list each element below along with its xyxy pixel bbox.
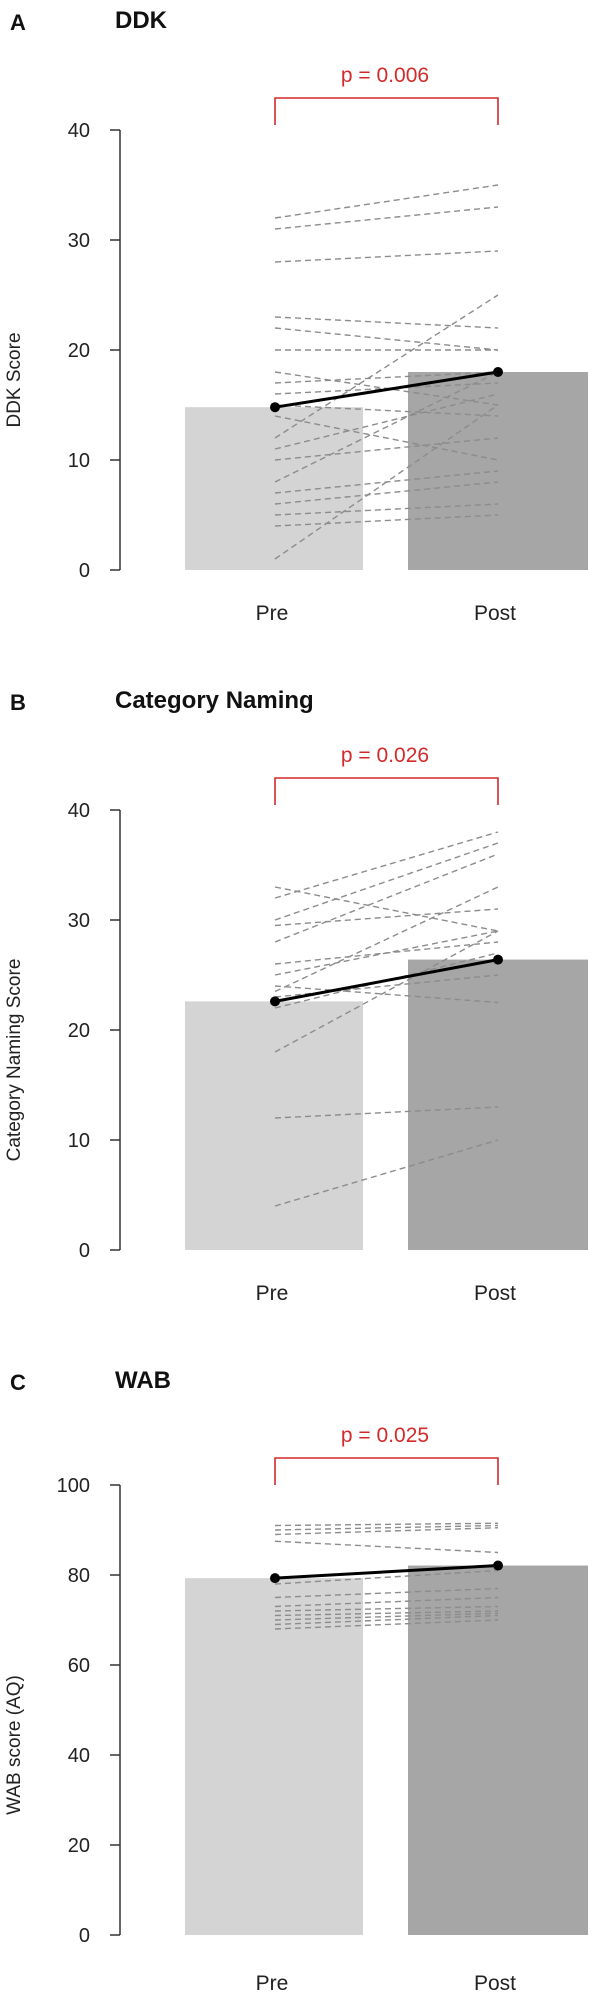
- mean-point-post: [493, 1560, 503, 1571]
- x-tick-label-post: Post: [474, 1972, 516, 1995]
- y-tick-label: 40: [68, 120, 90, 142]
- individual-line: [274, 503, 499, 516]
- individual-line: [274, 1614, 499, 1626]
- plot-area: 0 10 20 30 40: [68, 97, 588, 582]
- y-axis-label: Category Naming Score: [4, 959, 25, 1162]
- individual-line: [274, 1569, 499, 1585]
- significance-label: p = 0.006: [341, 64, 429, 87]
- panel-letter: A: [10, 10, 26, 35]
- individual-line: [274, 514, 499, 527]
- y-tick-label: 40: [68, 800, 90, 822]
- individual-line: [274, 1605, 499, 1612]
- individual-line: [274, 853, 499, 943]
- individual-line: [274, 985, 499, 1004]
- individual-line: [274, 371, 499, 483]
- y-tick-label: 20: [68, 340, 90, 362]
- bar-pre: [185, 407, 363, 570]
- mean-point-pre: [270, 1573, 280, 1584]
- mean-point-pre: [270, 996, 280, 1007]
- individual-line: [274, 1106, 499, 1119]
- x-tick-label-post: Post: [474, 1282, 516, 1305]
- individual-line: [274, 831, 499, 899]
- y-tick-label: 30: [68, 910, 90, 932]
- individual-line: [274, 908, 499, 927]
- individual-line: [274, 316, 499, 329]
- individual-line: [274, 1610, 499, 1617]
- chart-svg-c: C WAB 0 20 40 60 80 100 p = 0.025 WAB score (…: [4, 1367, 588, 1995]
- y-tick-label: 0: [79, 1240, 90, 1262]
- individual-line: [274, 1619, 499, 1630]
- individual-line: [274, 1139, 499, 1207]
- mean-line: [274, 1564, 499, 1580]
- y-axis-label: DDK Score: [4, 332, 25, 427]
- individual-line: [274, 404, 499, 417]
- individual-line: [274, 974, 499, 998]
- plot-area: 0 20 40 60 80 100: [57, 1457, 588, 1947]
- panel-letter: C: [10, 1370, 26, 1395]
- significance-bracket: [274, 97, 499, 125]
- plot-area: 0 10 20 30 40: [68, 777, 588, 1262]
- chart-panel-a: A DDK 0 10 20 30 40 p = 0.006 DDK Score Pre …: [0, 0, 593, 650]
- panel-letter: B: [10, 690, 26, 715]
- y-tick-label: 20: [68, 1020, 90, 1042]
- chart-title: Category Naming: [115, 687, 314, 714]
- individual-line: [274, 294, 499, 439]
- x-tick-label-pre: Pre: [256, 602, 289, 625]
- individual-line: [274, 184, 499, 219]
- x-tick-label-pre: Pre: [256, 1282, 289, 1305]
- bar-pre: [185, 1578, 363, 1935]
- y-tick-label: 100: [57, 1475, 90, 1497]
- y-tick-label: 40: [68, 1745, 90, 1767]
- y-tick-label: 80: [68, 1565, 90, 1587]
- individual-line: [274, 1527, 499, 1536]
- individual-line: [274, 1596, 499, 1608]
- y-tick-label: 20: [68, 1835, 90, 1857]
- y-tick-label: 30: [68, 230, 90, 252]
- individual-line: [274, 481, 499, 505]
- individual-line: [274, 1612, 499, 1621]
- individual-line: [274, 1524, 499, 1531]
- bar-post: [408, 959, 588, 1250]
- mean-line: [274, 370, 499, 409]
- significance-bracket: [274, 777, 499, 805]
- individual-line: [274, 886, 499, 993]
- chart-panel-b: B Category Naming 0 10 20 30 40 p = 0.026 Ca…: [0, 680, 593, 1330]
- significance-bracket: [274, 1457, 499, 1485]
- chart-svg-b: B Category Naming 0 10 20 30 40 p = 0.026 Ca…: [4, 687, 588, 1305]
- individual-line: [274, 1522, 499, 1527]
- individual-line: [274, 930, 499, 976]
- y-axis-label: WAB score (AQ): [4, 1675, 25, 1815]
- mean-point-pre: [270, 402, 280, 413]
- mean-line: [274, 958, 499, 1003]
- y-tick-label: 0: [79, 1925, 90, 1947]
- bar-pre: [185, 1001, 363, 1250]
- individual-line: [274, 393, 499, 450]
- y-tick-label: 10: [68, 1130, 90, 1152]
- chart-title: WAB: [115, 1367, 171, 1394]
- x-tick-label-pre: Pre: [256, 1972, 289, 1995]
- individual-line: [274, 415, 499, 461]
- mean-point-post: [493, 954, 503, 965]
- x-tick-label-post: Post: [474, 602, 516, 625]
- individual-line: [274, 886, 499, 932]
- individual-line: [274, 250, 499, 263]
- bar-post: [408, 1565, 588, 1935]
- individual-line: [274, 1587, 499, 1599]
- individual-line: [274, 930, 499, 1053]
- individual-line: [274, 437, 499, 461]
- individual-line: [274, 1540, 499, 1554]
- individual-line: [274, 206, 499, 230]
- y-tick-label: 0: [79, 560, 90, 582]
- y-tick-label: 10: [68, 450, 90, 472]
- chart-panel-c: C WAB 0 20 40 60 80 100 p = 0.025 WAB score (…: [0, 1360, 593, 2005]
- mean-point-post: [493, 367, 503, 377]
- individual-line: [274, 371, 499, 384]
- individual-line: [274, 327, 499, 351]
- y-tick-label: 60: [68, 1655, 90, 1677]
- significance-label: p = 0.025: [341, 1424, 429, 1447]
- individual-line: [274, 404, 499, 560]
- chart-title: DDK: [115, 7, 168, 34]
- significance-label: p = 0.026: [341, 744, 429, 767]
